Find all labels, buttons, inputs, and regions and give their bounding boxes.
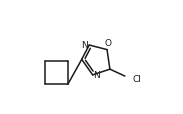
Text: N: N [94, 71, 100, 80]
Text: Cl: Cl [132, 75, 141, 84]
Text: N: N [82, 41, 88, 49]
Text: O: O [104, 38, 111, 47]
